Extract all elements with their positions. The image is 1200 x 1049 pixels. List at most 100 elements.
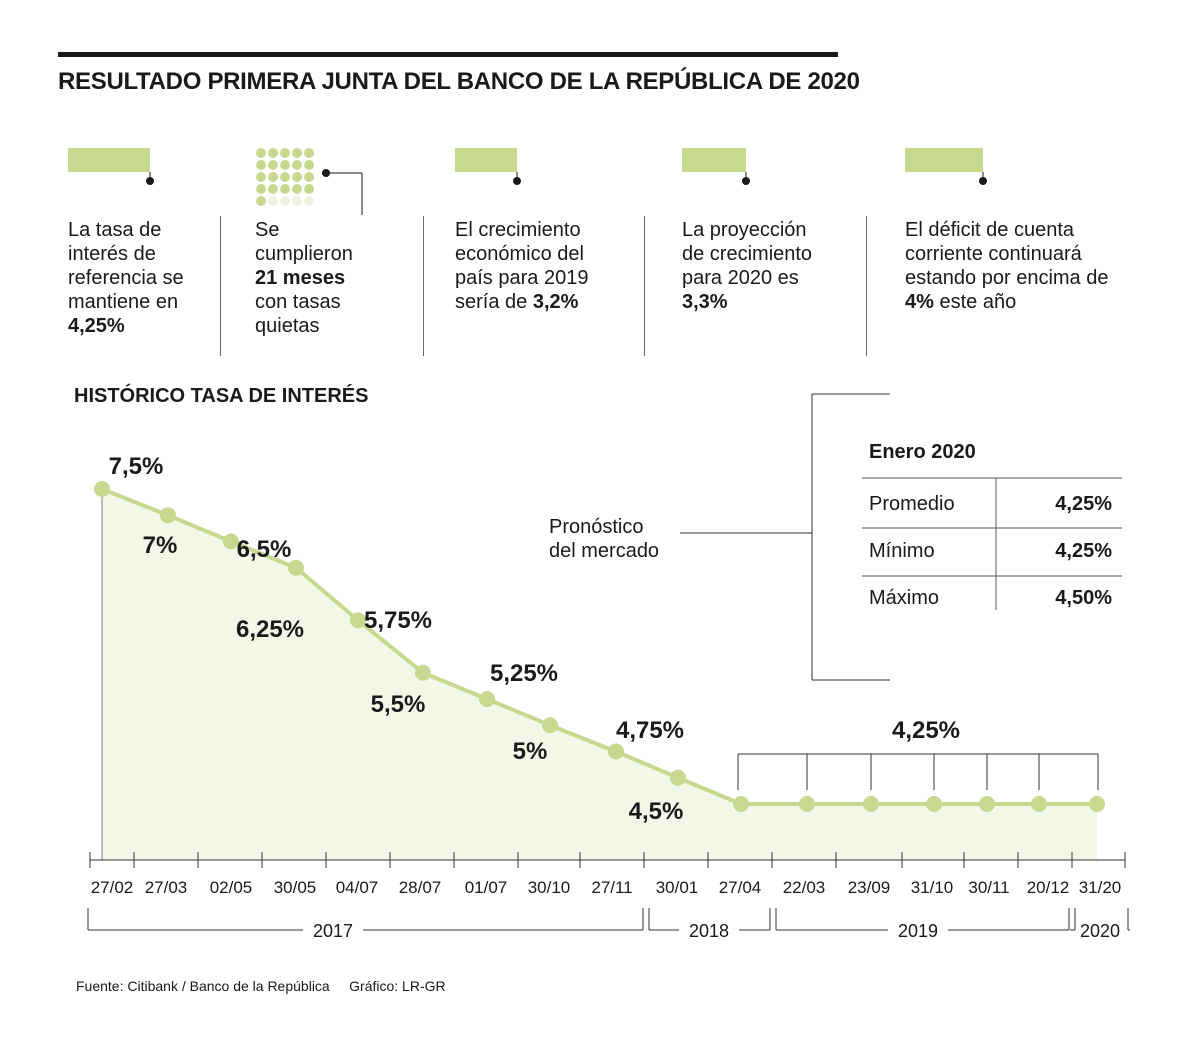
x-tick-label: 28/07	[399, 878, 442, 897]
chart-subtitle: HISTÓRICO TASA DE INTERÉS	[74, 385, 369, 407]
fact-1: La tasa de interés de referencia se mantien…	[68, 218, 184, 338]
x-tick-label: 30/01	[656, 878, 699, 897]
point-label: 6,5%	[237, 536, 292, 563]
month-dot	[268, 172, 278, 182]
fact-highlight: 4%	[905, 291, 934, 313]
fact-line: de crecimiento	[682, 242, 812, 266]
x-tick-label: 20/12	[1027, 878, 1070, 897]
x-tick-label: 27/04	[719, 878, 762, 897]
highlight-box	[905, 148, 983, 172]
fact-line: país para 2019	[455, 266, 588, 290]
x-tick-label: 31/20	[1079, 878, 1122, 897]
fact-2: Se cumplieron 21 meses con tasas quietas	[255, 218, 353, 338]
fact-text: referencia se	[68, 267, 184, 289]
fact-line: interés de	[68, 242, 184, 266]
connector-dot	[146, 177, 154, 185]
area-fill	[102, 489, 1097, 860]
x-tick-label: 31/10	[911, 878, 954, 897]
fact-separator	[220, 216, 221, 356]
connector-dot	[322, 169, 330, 177]
fact-text: corriente continuará	[905, 243, 1082, 265]
data-point	[979, 796, 995, 812]
highlight-box	[68, 148, 150, 172]
fact-highlight: 3,2%	[532, 291, 579, 313]
fact-line: 4,25%	[68, 314, 184, 338]
data-point	[94, 481, 110, 497]
forecast-row-label: Máximo	[869, 587, 939, 609]
fact-text: país para 2019	[455, 267, 589, 289]
data-point	[415, 664, 431, 681]
month-dot	[268, 148, 278, 158]
fact-text: cumplieron	[255, 243, 353, 265]
forecast-label: del mercado	[549, 540, 659, 562]
top-rule	[58, 52, 838, 57]
data-point	[160, 507, 176, 524]
month-dot	[280, 160, 290, 170]
month-dot	[268, 160, 278, 170]
point-label: 4,5%	[629, 798, 684, 825]
data-point	[670, 769, 686, 786]
x-tick-label: 27/03	[145, 878, 188, 897]
fact-separator	[866, 216, 867, 356]
month-dot	[268, 184, 278, 194]
point-label: 7,5%	[109, 453, 164, 480]
fact-line: El déficit de cuenta	[905, 218, 1108, 242]
month-dot	[304, 160, 314, 170]
month-dot	[256, 196, 266, 206]
data-point	[926, 796, 942, 812]
fact-text: este año	[933, 291, 1017, 313]
fact-line: quietas	[255, 314, 353, 338]
x-tick-label: 02/05	[210, 878, 253, 897]
fact-text: mantiene en	[68, 291, 179, 313]
x-tick-label: 27/02	[91, 878, 134, 897]
fact-text: quietas	[255, 315, 320, 337]
highlight-box	[455, 148, 517, 172]
connector-dot	[979, 177, 987, 185]
fact-4: La proyección de crecimiento para 2020 es 3…	[682, 218, 812, 314]
year-label: 2017	[313, 921, 353, 941]
month-dot	[292, 172, 302, 182]
fact-line: referencia se	[68, 266, 184, 290]
x-tick-label: 30/10	[528, 878, 571, 897]
fact-line: El crecimiento	[455, 218, 588, 242]
data-point	[608, 743, 624, 760]
point-label: 4,75%	[616, 717, 684, 744]
fact-text: La proyección	[682, 219, 807, 241]
data-point	[223, 533, 239, 550]
fact-line: 21 meses	[255, 266, 353, 290]
point-label: 6,25%	[236, 616, 304, 643]
fact-line: corriente continuará	[905, 242, 1108, 266]
fact-line: La tasa de	[68, 218, 184, 242]
fact-line: económico del	[455, 242, 588, 266]
data-point	[733, 796, 749, 812]
highlight-box	[682, 148, 746, 172]
data-point	[479, 691, 495, 707]
x-tick-label: 22/03	[783, 878, 826, 897]
fact-line: Se	[255, 218, 353, 242]
data-point	[542, 717, 558, 734]
month-dot	[292, 184, 302, 194]
fact-line: con tasas	[255, 290, 353, 314]
month-dot	[304, 148, 314, 158]
forecast-heading: Enero 2020	[869, 441, 976, 463]
fact-separator	[423, 216, 424, 356]
fact-line: 4% este año	[905, 290, 1108, 314]
x-tick-label: 30/05	[274, 878, 317, 897]
source-note: Fuente: Citibank / Banco de la República…	[76, 978, 446, 994]
bracket-label: 4,25%	[892, 717, 960, 744]
fact-5: El déficit de cuenta corriente continuará…	[905, 218, 1108, 314]
fact-text: económico del	[455, 243, 584, 265]
forecast-row-label: Mínimo	[869, 540, 935, 562]
data-point	[863, 796, 879, 812]
fact-text: para 2020 es	[682, 267, 799, 289]
x-tick-label: 04/07	[336, 878, 379, 897]
forecast-row-value: 4,25%	[1055, 540, 1112, 562]
fact-separator	[644, 216, 645, 356]
x-tick-label: 27/11	[591, 878, 632, 897]
year-label: 2020	[1080, 921, 1120, 941]
data-point	[350, 612, 366, 629]
connector-dot	[513, 177, 521, 185]
fact-text: La tasa de	[68, 219, 162, 241]
year-label: 2019	[898, 921, 938, 941]
month-dot	[304, 184, 314, 194]
